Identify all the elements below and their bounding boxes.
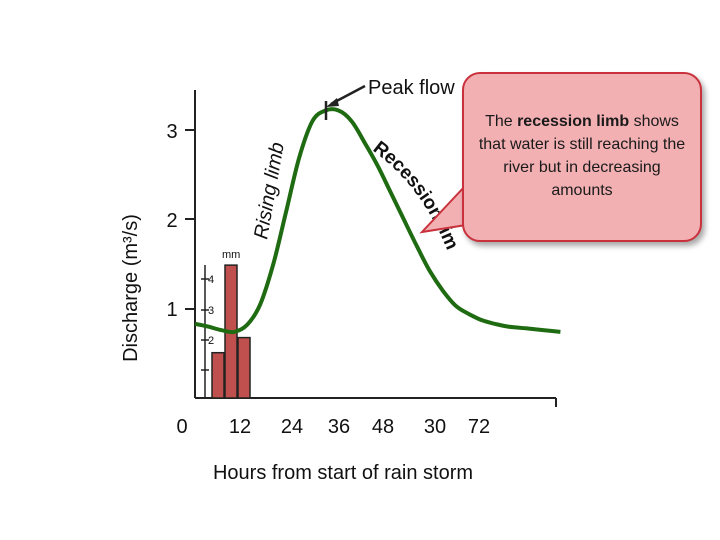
x-tick-label-60: 30 [424, 416, 446, 438]
rain-bar-1 [211, 351, 225, 399]
y-tick-label-2: 2 [166, 210, 177, 232]
callout-suffix: shows that water is still reaching the r… [478, 113, 686, 199]
y-axis-label: Discharge (m³/s) [120, 214, 142, 362]
y-tick-label-3: 3 [166, 121, 177, 143]
recession-limb-text: Recession limb [0, 0, 462, 253]
discharge-line [194, 107, 561, 335]
rain-tick-label-4: 4 [208, 274, 214, 286]
recession-limb-label: Recession limb [0, 0, 462, 253]
x-tick-label-48: 48 [372, 416, 394, 438]
callout-prefix: The [485, 113, 518, 130]
x-tick-label-12: 12 [229, 416, 251, 438]
x-tick-label-24: 24 [281, 416, 303, 438]
x-tick-label-72: 72 [468, 416, 490, 438]
y-tick-label-1: 1 [166, 299, 177, 321]
rain-tick-label-2: 2 [208, 335, 214, 347]
recession-callout: The recession limb shows that water is s… [462, 72, 702, 242]
rain-bar-3 [237, 336, 251, 399]
x-tick-label-36: 36 [328, 416, 350, 438]
x-axis-label: Hours from start of rain storm [213, 462, 473, 484]
rain-tick-label-3: 3 [208, 305, 214, 317]
peak-arrowhead [326, 98, 339, 107]
rain-unit-label: mm [222, 249, 240, 261]
callout-bold-term: recession limb [517, 113, 630, 130]
peak-flow-label: Peak flow [368, 77, 455, 99]
x-tick-label-0: 0 [176, 416, 187, 438]
